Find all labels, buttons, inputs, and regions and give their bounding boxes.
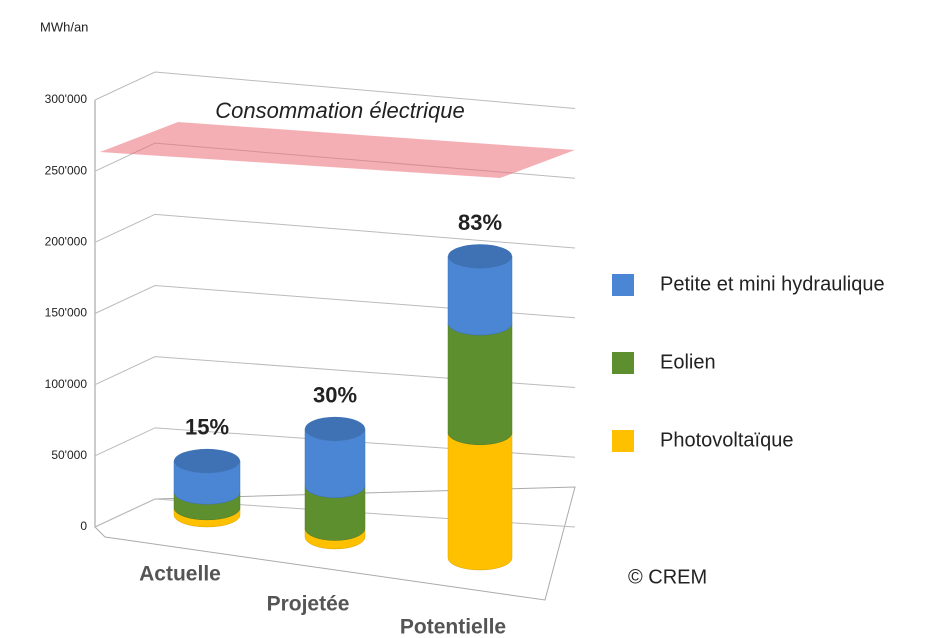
total-label: 30%: [313, 383, 357, 408]
legend-label: Photovoltaïque: [660, 429, 793, 451]
legend-swatch: [612, 430, 634, 452]
legend-swatch: [612, 352, 634, 374]
x-tick-label: Projetée: [267, 593, 350, 616]
x-tick-label: Potentielle: [400, 616, 506, 638]
legend-swatch: [612, 274, 634, 296]
source: © CREM: [628, 566, 707, 588]
y-tick-label: 100'000: [45, 377, 88, 391]
grid-line: [94, 71, 576, 110]
cylinder-segment: [447, 323, 513, 445]
y-tick-label: 300'000: [45, 92, 88, 106]
y-axis-label: MWh/an: [40, 19, 88, 34]
cylinder-top: [174, 448, 240, 473]
consumption-plane: [100, 122, 575, 179]
grid-line: [94, 213, 576, 249]
y-tick-label: 250'000: [45, 163, 88, 177]
consumption-label: Consommation électrique: [215, 98, 464, 123]
total-label: 83%: [458, 210, 502, 235]
grid-line: [94, 427, 576, 458]
x-tick-label: Actuelle: [139, 563, 221, 586]
y-tick-label: 50'000: [51, 448, 87, 462]
cylinder-top: [305, 416, 365, 441]
cylinder-segment: [447, 432, 513, 571]
total-label: 15%: [185, 415, 229, 440]
cylinder-segment: [304, 428, 366, 498]
grid-line: [94, 284, 576, 319]
y-tick-label: 0: [80, 519, 87, 533]
grid-line: [94, 498, 576, 528]
legend-label: Eolien: [660, 351, 716, 373]
cylinder-top: [448, 244, 512, 269]
legend-label: Petite et mini hydraulique: [660, 273, 885, 295]
y-tick-label: 150'000: [45, 306, 88, 320]
grid-line: [94, 356, 576, 389]
y-tick-label: 200'000: [45, 235, 88, 249]
